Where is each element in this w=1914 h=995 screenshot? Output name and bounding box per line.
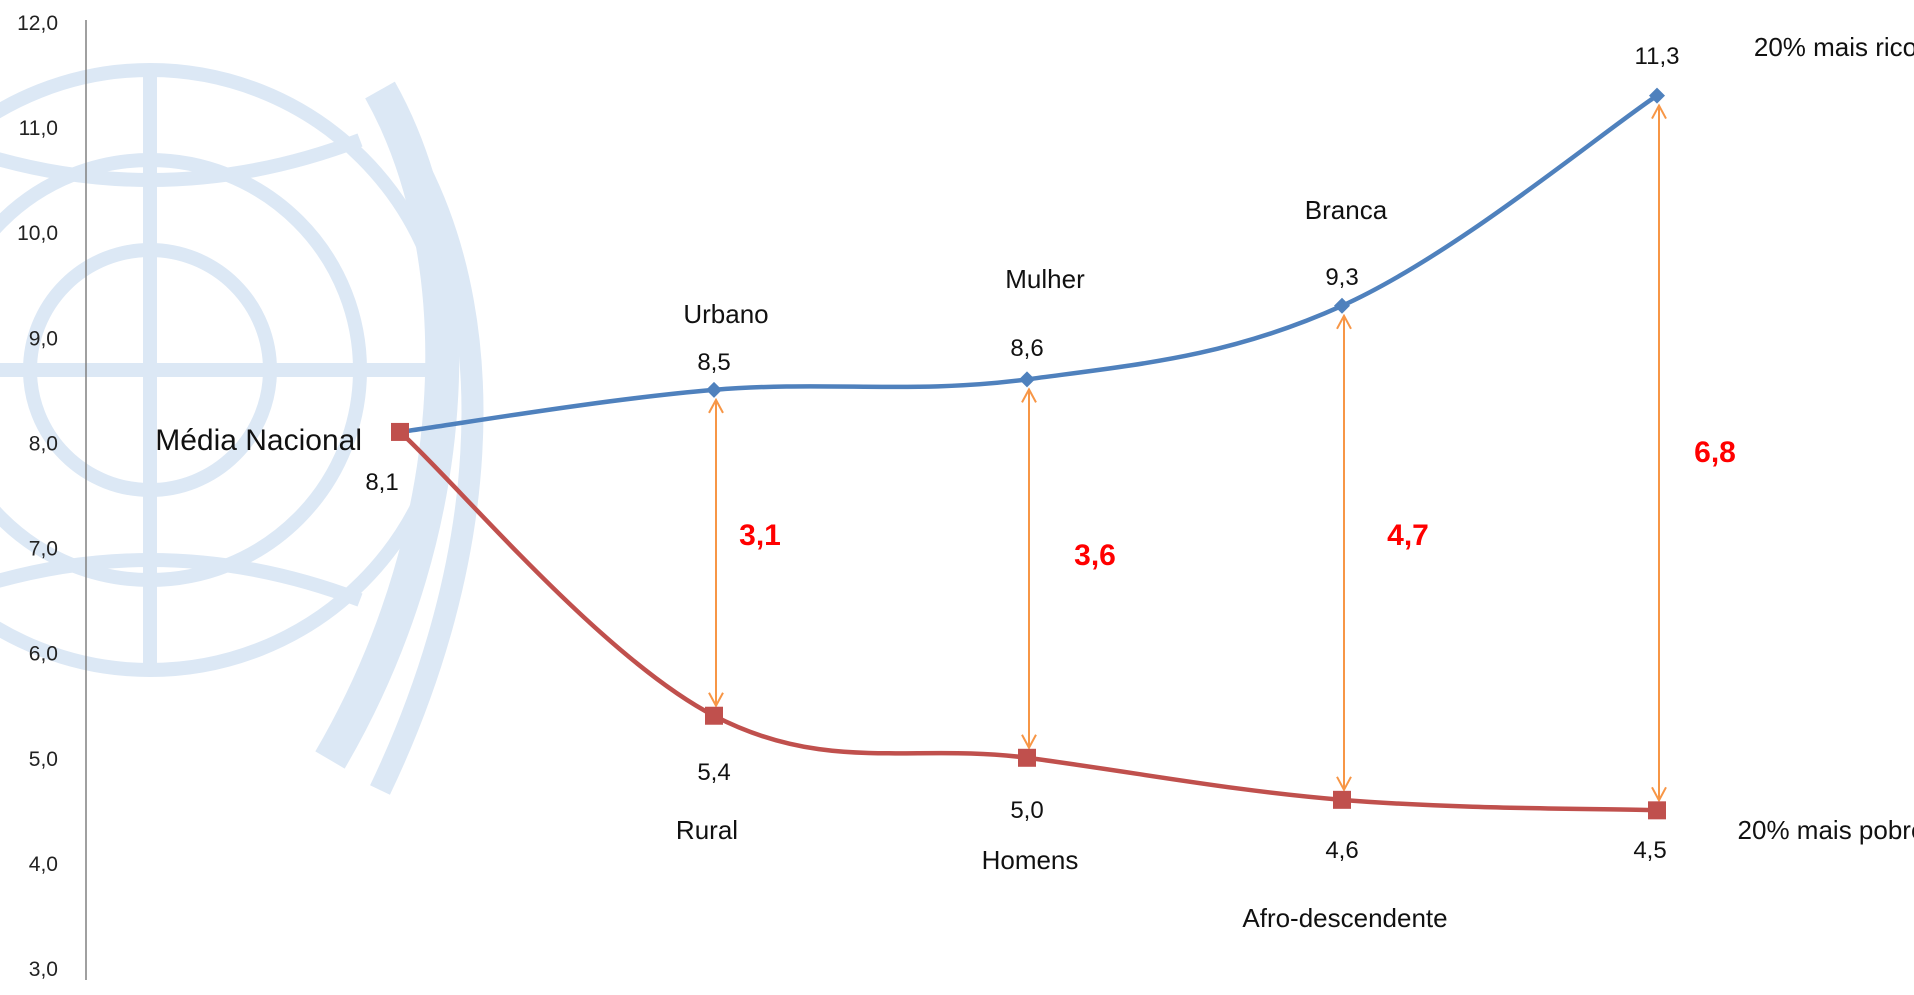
series-markers: [391, 87, 1666, 820]
y-tick-label: 12,0: [17, 12, 58, 35]
y-axis-ticks: 3,0 4,0 5,0 6,0 7,0 8,0 9,0 10,0 11,0 12,0: [17, 12, 58, 981]
lower-category-label: Homens: [982, 845, 1079, 875]
upper-value-label: 8,5: [697, 349, 730, 376]
y-tick-label: 11,0: [19, 117, 58, 140]
upper-series-point: [1019, 371, 1035, 388]
gap-arrows: 3,1 3,6 4,7 6,8: [716, 106, 1736, 801]
origin-value-label: 8,1: [365, 469, 398, 496]
y-tick-label: 9,0: [29, 327, 58, 350]
lower-value-label: 4,6: [1325, 837, 1358, 864]
origin-point: [391, 422, 409, 441]
upper-category-label: Urbano: [683, 299, 768, 329]
y-tick-label: 3,0: [29, 958, 58, 981]
gap-value-label: 3,1: [739, 519, 781, 552]
upper-category-label: Mulher: [1005, 264, 1085, 294]
upper-series-point: [1649, 87, 1665, 104]
lower-series-point: [1648, 801, 1666, 820]
lower-series-point: [1333, 790, 1351, 809]
upper-category-label: Branca: [1305, 195, 1388, 225]
lower-value-label: 5,0: [1010, 797, 1043, 824]
upper-value-label: 9,3: [1325, 264, 1358, 291]
upper-series-point: [1334, 297, 1350, 314]
gap-value-label: 3,6: [1074, 539, 1116, 572]
upper-series-line: [399, 93, 1659, 435]
lower-category-label: 20% mais pobres: [1738, 815, 1914, 845]
y-tick-label: 5,0: [29, 748, 58, 771]
y-tick-label: 8,0: [29, 432, 58, 455]
upper-category-label: 20% mais ricos: [1754, 32, 1914, 62]
y-tick-label: 6,0: [29, 643, 58, 666]
lower-value-label: 5,4: [697, 759, 730, 786]
lower-series-line: [398, 430, 1658, 813]
lower-value-label: 4,5: [1633, 837, 1666, 864]
y-tick-label: 10,0: [17, 222, 58, 245]
upper-series-point: [706, 381, 722, 398]
origin-category-label: Média Nacional: [155, 424, 362, 457]
gap-value-label: 6,8: [1694, 436, 1736, 469]
lower-category-label: Rural: [676, 815, 738, 845]
lower-series-point: [705, 706, 723, 725]
data-labels: 8,5 Urbano 8,6 Mulher 9,3 Branca 11,3 20% mais …: [676, 32, 1914, 933]
y-tick-label: 4,0: [29, 853, 58, 876]
un-emblem-watermark-icon: [0, 63, 484, 795]
lower-category-label: Afro-descendente: [1242, 903, 1447, 933]
series-lines: [398, 93, 1659, 813]
upper-value-label: 8,6: [1010, 335, 1043, 362]
y-tick-label: 7,0: [29, 538, 58, 561]
gap-value-label: 4,7: [1387, 519, 1429, 552]
upper-value-label: 11,3: [1635, 43, 1680, 70]
lower-series-point: [1018, 748, 1036, 767]
